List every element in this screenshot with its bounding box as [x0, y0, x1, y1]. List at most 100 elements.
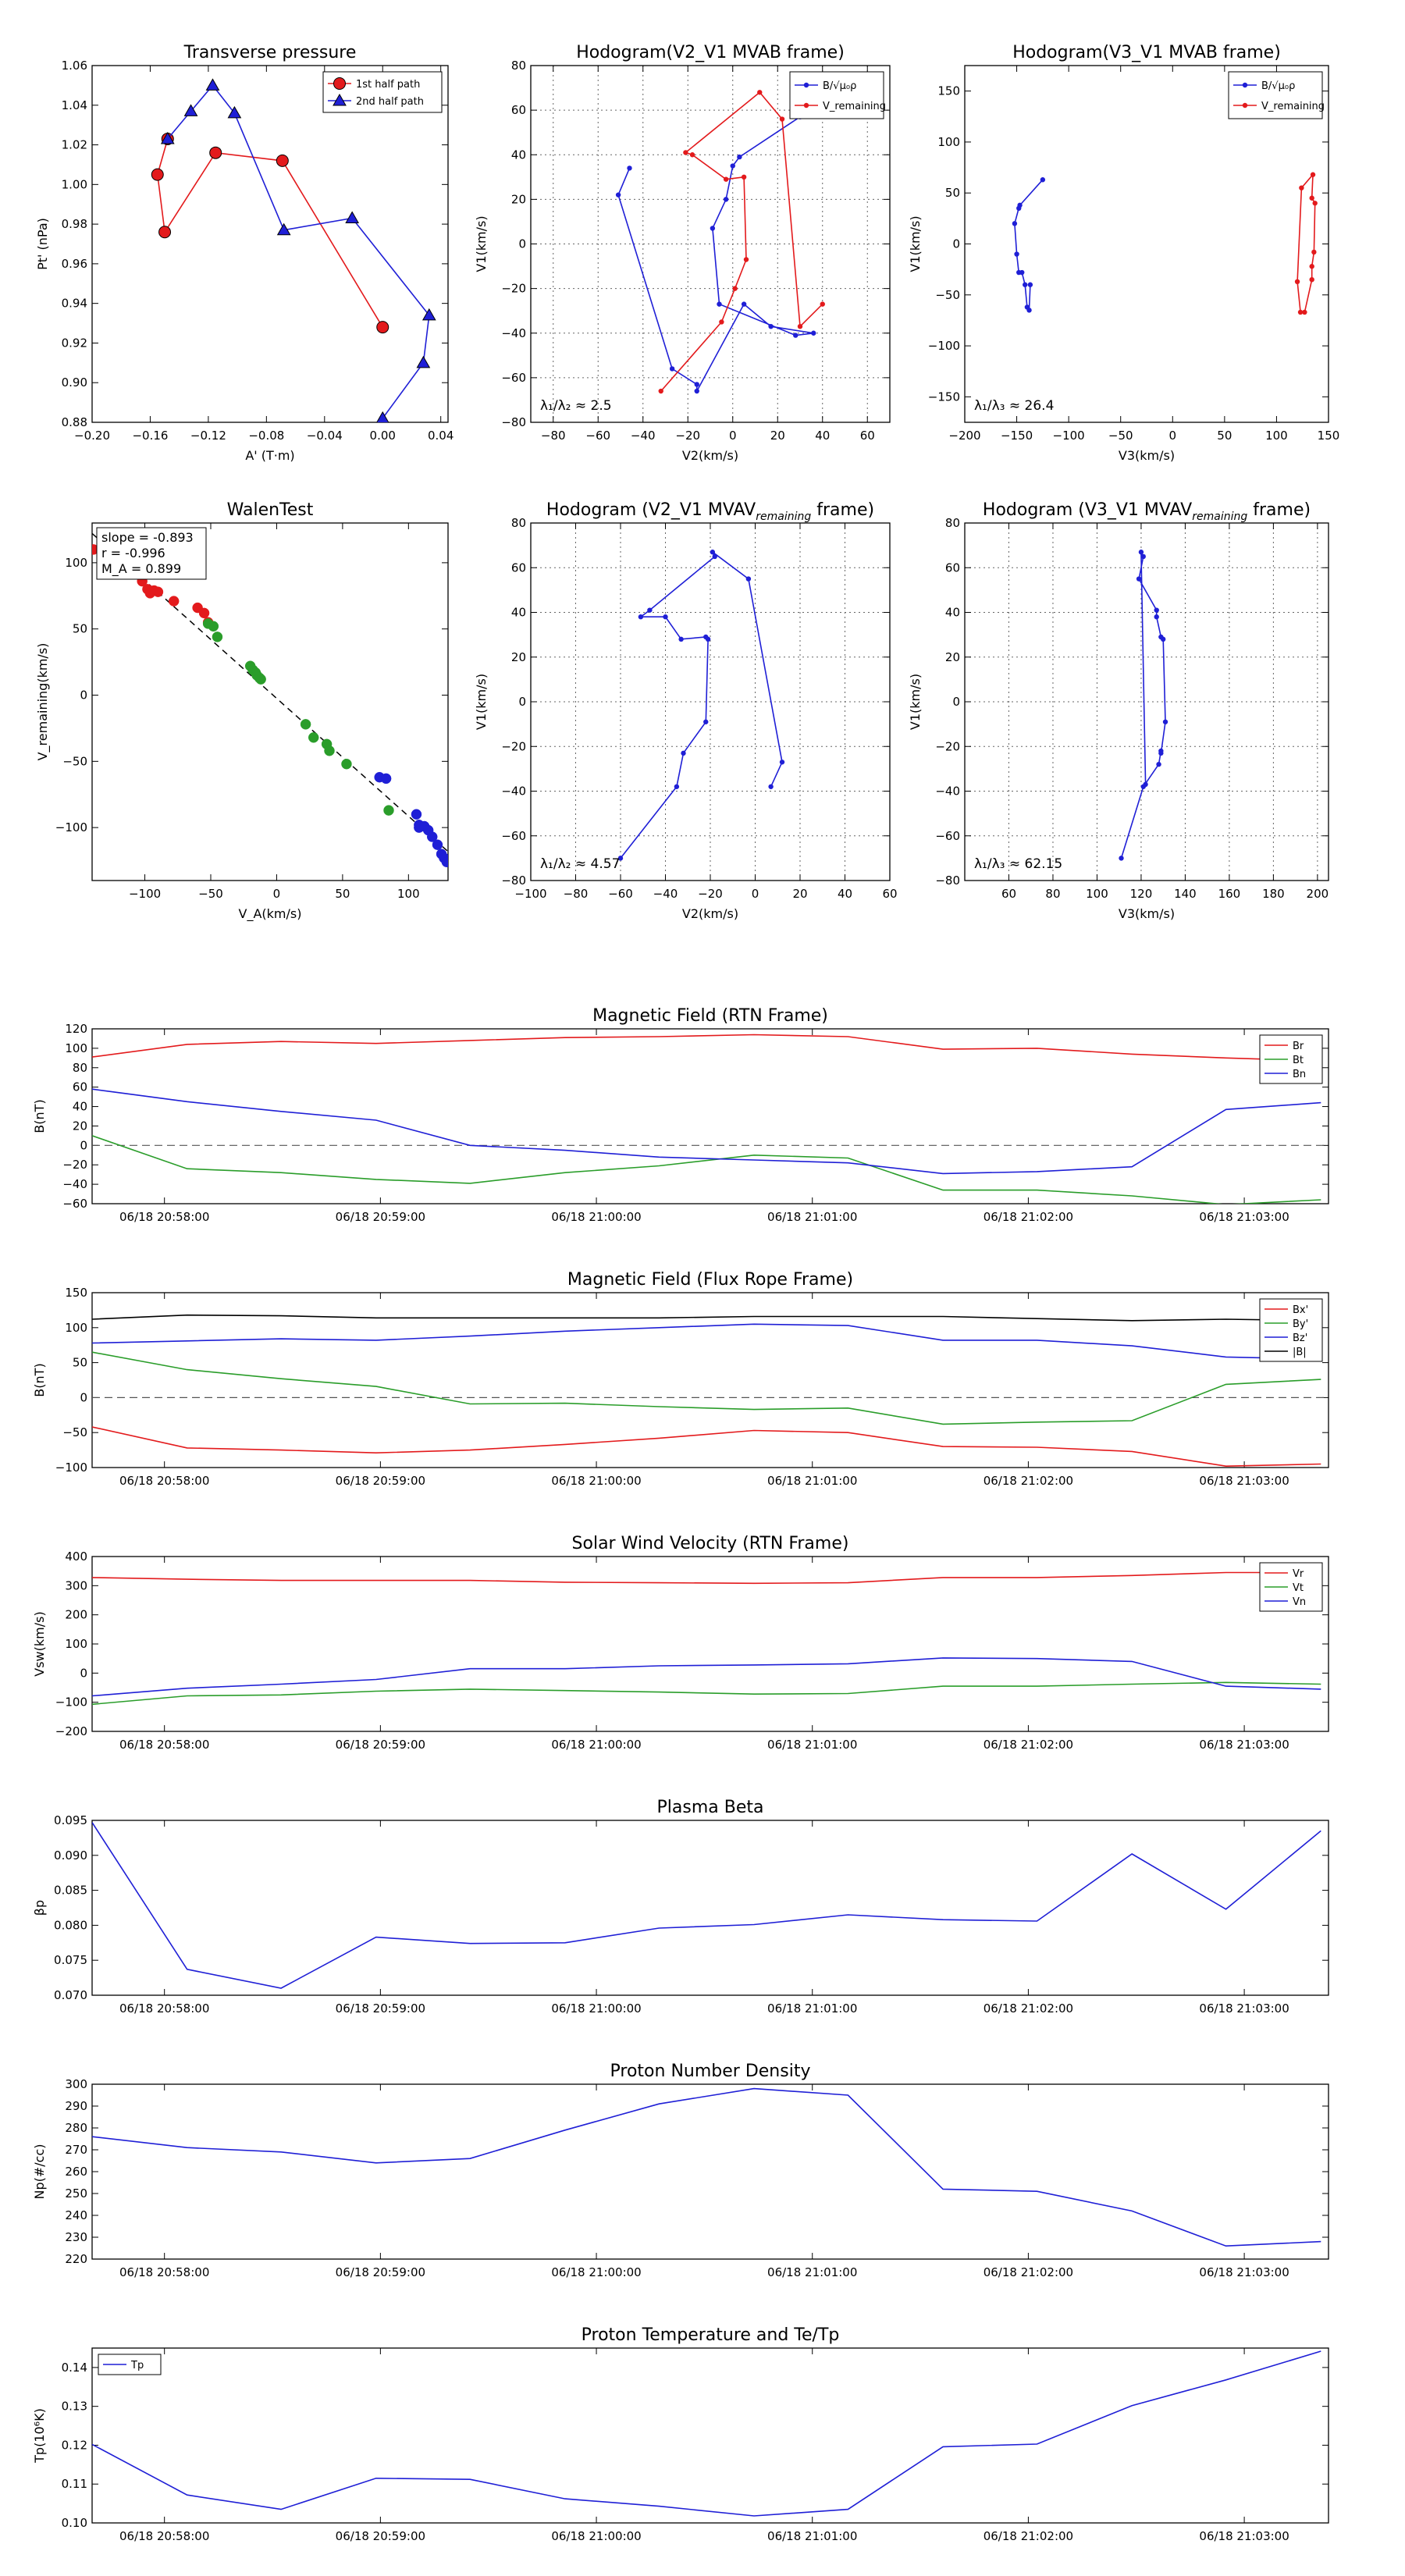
y-tick-label: 0.14 — [62, 2361, 87, 2375]
y-axis-label: Vsw(km/s) — [32, 1611, 47, 1676]
x-tick-label: 20 — [792, 887, 807, 901]
x-tick-label: −0.12 — [190, 429, 226, 443]
x-tick-label: 06/18 21:02:00 — [984, 1474, 1073, 1488]
series-line-bz — [92, 1323, 1321, 1360]
x-tick-label: 60 — [882, 887, 897, 901]
y-tick-label: 150 — [937, 84, 960, 98]
y-tick-label: −20 — [501, 739, 526, 753]
x-tick-label: 06/18 21:03:00 — [1199, 2529, 1289, 2543]
data-point — [205, 78, 220, 91]
data-point — [811, 330, 816, 336]
x-tick-label: 150 — [1318, 429, 1340, 443]
x-tick-label: 20 — [770, 429, 785, 443]
y-tick-label: 0.98 — [62, 217, 87, 231]
y-tick-label: 1.00 — [62, 177, 87, 191]
y-tick-label: 1.04 — [62, 98, 87, 112]
chart-np: Proton Number Density 220 230 240 250 260 270 2… — [32, 2062, 1329, 2279]
y-tick-label: 20 — [511, 650, 526, 664]
x-tick-label: 06/18 20:58:00 — [119, 1738, 209, 1752]
x-tick-label: 06/18 21:03:00 — [1199, 1474, 1289, 1488]
x-axis-label: V_A(km/s) — [239, 906, 302, 922]
data-point — [779, 760, 785, 765]
x-tick-label: 120 — [1130, 887, 1153, 901]
data-point — [416, 355, 431, 368]
chart-title: Magnetic Field (Flux Rope Frame) — [567, 1270, 853, 1290]
data-point — [730, 163, 735, 169]
data-point — [1014, 251, 1019, 257]
y-tick-label: 20 — [73, 1119, 87, 1133]
data-point — [723, 197, 729, 202]
data-point — [1154, 614, 1159, 620]
chart-title: Hodogram(V3_V1 MVAB frame) — [1012, 43, 1281, 62]
legend-label: Vr — [1293, 1568, 1304, 1580]
y-tick-label: 0.13 — [62, 2400, 87, 2414]
y-tick-label: −100 — [55, 1695, 87, 1710]
chart-title: Solar Wind Velocity (RTN Frame) — [572, 1534, 849, 1553]
x-tick-label: −100 — [129, 887, 161, 901]
data-point — [376, 411, 389, 422]
axes-frame — [91, 1292, 1329, 1468]
x-tick-label: −50 — [1108, 429, 1133, 443]
data-point — [757, 90, 763, 95]
data-point — [1016, 205, 1022, 211]
data-point — [441, 856, 448, 867]
y-tick-label: 100 — [65, 1637, 87, 1651]
y-tick-label: 400 — [65, 1550, 87, 1564]
ratio-annotation: λ₁/λ₃ ≈ 26.4 — [974, 398, 1054, 414]
x-tick-label: 180 — [1262, 887, 1285, 901]
chart-title: Proton Number Density — [610, 2062, 811, 2081]
data-point — [1026, 308, 1032, 313]
legend-label: Bt — [1293, 1055, 1304, 1066]
y-tick-label: 80 — [511, 59, 526, 73]
chart-tpp: Proton Temperature and Te/Tp 0.10 0.11 0.12… — [32, 2325, 1329, 2543]
x-tick-label: 60 — [1001, 887, 1016, 901]
y-tick-label: 60 — [511, 560, 526, 575]
series-line-bx — [92, 1426, 1321, 1468]
x-tick-label: 140 — [1174, 887, 1197, 901]
y-tick-label: 60 — [511, 103, 526, 117]
legend-label: Vt — [1293, 1582, 1304, 1594]
data-point — [712, 553, 717, 560]
x-tick-label: 0 — [273, 887, 281, 901]
y-tick-label: −100 — [928, 339, 960, 353]
data-point — [820, 301, 825, 307]
chart-beta: Plasma Beta 0.070 0.075 0.080 0.085 0.090 0.09… — [32, 1798, 1329, 2016]
chart-walen: WalenTest −100 −50 0 50 100 −100 −50 0 50 100 V_A(k… — [35, 500, 449, 922]
plot-area — [1012, 172, 1318, 315]
chart-h4: Hodogram (V3_V1 MVAV_remaining frame)Hod… — [908, 500, 1329, 921]
y-tick-label: 240 — [65, 2208, 87, 2222]
y-tick-label: 50 — [73, 622, 87, 636]
axes-frame — [91, 1028, 1329, 1204]
y-tick-label: −40 — [501, 785, 526, 799]
data-point — [1136, 576, 1142, 582]
data-point — [681, 750, 686, 756]
y-tick-label: −40 — [501, 326, 526, 340]
axes-frame — [91, 65, 449, 423]
x-axis-label: V3(km/s) — [1119, 448, 1175, 463]
x-tick-label: 06/18 21:03:00 — [1199, 2265, 1289, 2279]
data-point — [694, 382, 699, 387]
y-tick-label: 100 — [937, 135, 960, 149]
data-point — [768, 784, 774, 789]
y-tick-label: −80 — [501, 873, 526, 888]
data-point — [380, 773, 392, 785]
series-line-by — [92, 1351, 1321, 1425]
data-point — [703, 719, 709, 724]
y-tick-label: −20 — [935, 739, 960, 753]
y-tick-label: 270 — [65, 2143, 87, 2157]
y-tick-label: 260 — [65, 2165, 87, 2179]
y-tick-label: −20 — [501, 282, 526, 296]
x-tick-label: −60 — [608, 887, 633, 901]
legend-label: B/√μ₀ρ — [823, 80, 856, 92]
data-point — [779, 116, 785, 122]
x-tick-label: 06/18 21:02:00 — [984, 2265, 1073, 2279]
x-tick-label: 06/18 21:02:00 — [984, 1738, 1073, 1752]
y-tick-label: 20 — [511, 192, 526, 206]
x-tick-label: 100 — [1265, 429, 1288, 443]
plot-area — [617, 550, 785, 861]
x-tick-label: 06/18 21:01:00 — [767, 2265, 857, 2279]
chart-h2: Hodogram(V3_V1 MVAB frame) −150 −100 −50 0 50… — [908, 43, 1339, 463]
x-tick-label: −20 — [675, 429, 700, 443]
data-point — [768, 323, 774, 329]
series-line-beta — [92, 1822, 1321, 1989]
